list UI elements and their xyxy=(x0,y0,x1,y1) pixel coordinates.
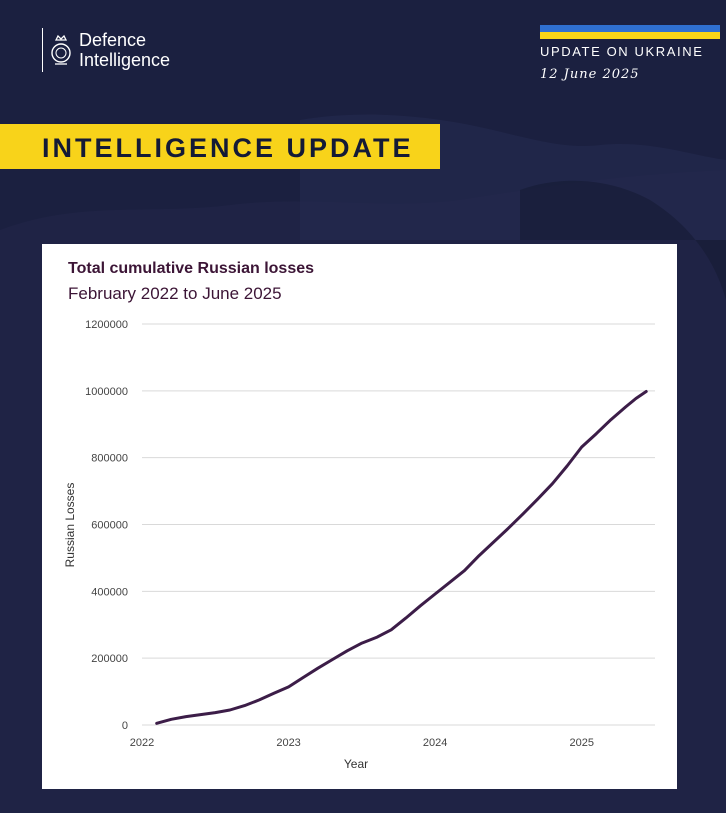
x-tick-label: 2024 xyxy=(423,737,447,749)
chart-title: Total cumulative Russian losses xyxy=(68,260,315,277)
update-date: 12 June 2025 xyxy=(540,67,640,82)
losses-line xyxy=(155,390,648,725)
crest-icon xyxy=(51,34,71,65)
y-tick-label: 1200000 xyxy=(85,319,128,331)
y-tick-label: 1000000 xyxy=(85,386,128,398)
update-label: UPDATE ON UKRAINE xyxy=(540,44,704,59)
chart-card: Total cumulative Russian losses February… xyxy=(42,244,677,789)
y-tick-label: 200000 xyxy=(91,653,128,665)
org-name-line2: Intelligence xyxy=(79,50,171,70)
x-axis-label: Year xyxy=(344,757,368,771)
x-tick-label: 2023 xyxy=(276,737,300,749)
y-axis-label: Russian Losses xyxy=(63,483,77,568)
banner-text: INTELLIGENCE UPDATE xyxy=(42,133,414,163)
gridlines xyxy=(142,323,655,726)
intelligence-update-banner: INTELLIGENCE UPDATE xyxy=(0,124,440,169)
x-tick-labels: 2022 2023 2024 2025 xyxy=(130,737,594,749)
flag-yellow-stripe xyxy=(540,32,720,39)
y-tick-label: 800000 xyxy=(91,453,128,465)
y-tick-labels: 0 200000 400000 600000 800000 1000000 1200000 xyxy=(85,319,128,732)
logo-divider xyxy=(42,28,43,72)
ukraine-flag xyxy=(540,25,720,39)
x-tick-label: 2025 xyxy=(569,737,593,749)
y-tick-label: 400000 xyxy=(91,586,128,598)
org-name-line1: Defence xyxy=(79,30,147,50)
line-chart: 020000040000060000080000010000001200000 … xyxy=(63,319,655,771)
y-tick-label: 600000 xyxy=(91,520,128,532)
flag-blue-stripe xyxy=(540,25,720,32)
y-tick-label: 0 xyxy=(122,720,128,732)
chart-subtitle: February 2022 to June 2025 xyxy=(68,284,282,303)
defence-intelligence-logo: Defence Intelligence xyxy=(42,28,170,72)
x-tick-label: 2022 xyxy=(130,737,154,749)
